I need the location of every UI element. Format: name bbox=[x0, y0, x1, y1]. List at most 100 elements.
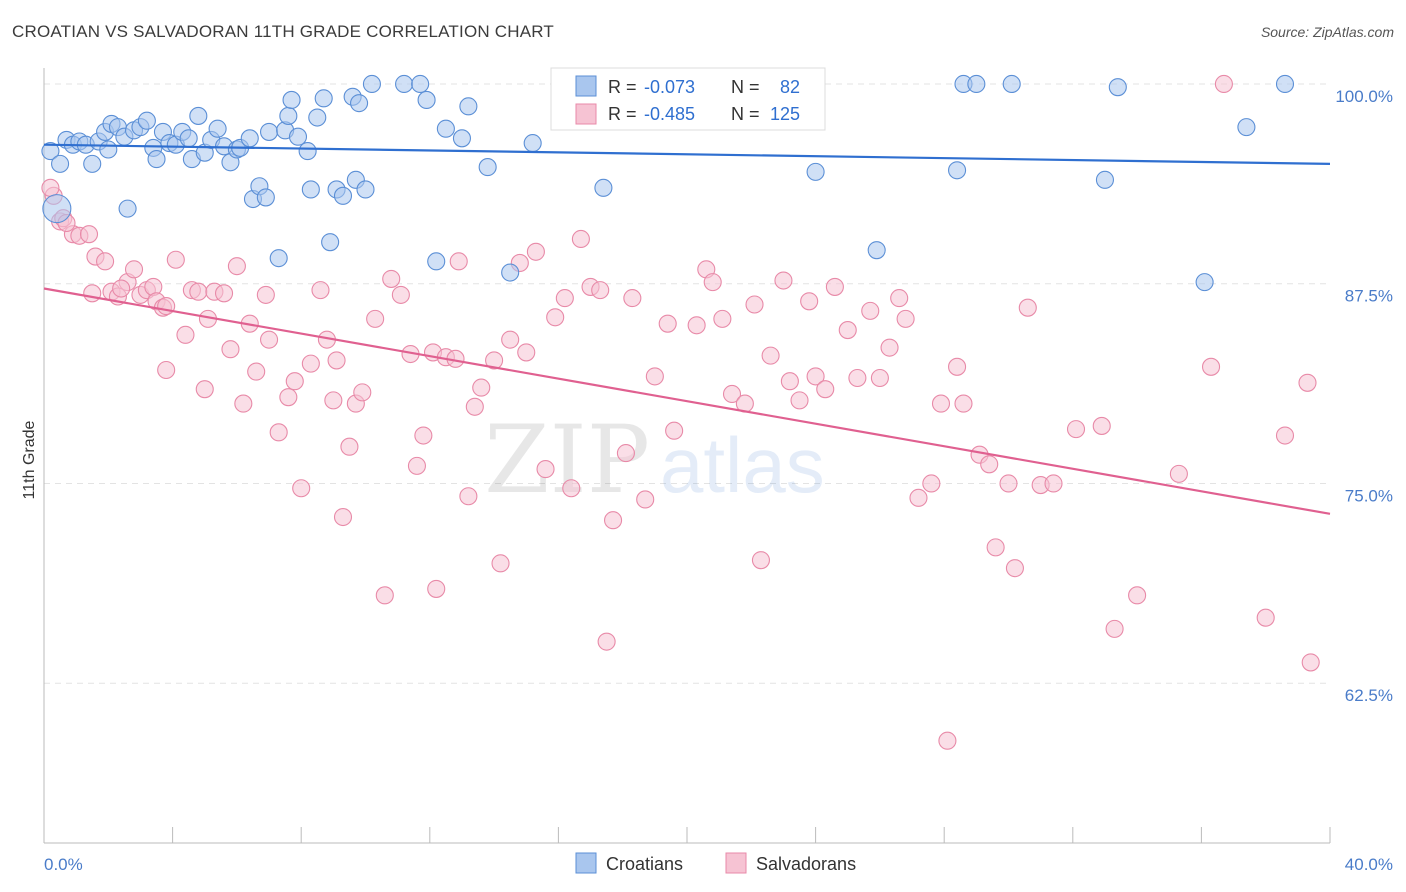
salvadoran-point bbox=[623, 289, 642, 308]
salvadoran-point bbox=[1275, 426, 1295, 445]
salvadoran-point bbox=[292, 479, 311, 498]
salvadoran-point bbox=[604, 511, 623, 530]
y-tick-label-0: 62.5% bbox=[1345, 686, 1393, 705]
croatian-point bbox=[362, 74, 381, 94]
croatian-point bbox=[308, 108, 327, 127]
croatian-point bbox=[1275, 74, 1295, 94]
salvadoran-point bbox=[234, 394, 253, 413]
salvadoran-point bbox=[838, 321, 857, 340]
y-tick-label-2: 87.5% bbox=[1345, 287, 1393, 306]
salvadoran-point bbox=[353, 383, 372, 402]
salvadoran-point bbox=[1128, 586, 1147, 605]
salvadoran-point bbox=[324, 391, 343, 410]
salvadoran-point bbox=[896, 309, 915, 328]
salvadoran-point bbox=[96, 252, 115, 271]
salvadoran-trend-line bbox=[43, 287, 1331, 515]
croatian-point bbox=[41, 142, 60, 161]
salvadoran-point bbox=[658, 314, 677, 333]
salvadoran-point bbox=[1301, 653, 1320, 672]
croatian-point bbox=[269, 249, 288, 268]
salvadoran-point bbox=[562, 479, 581, 498]
salvadoran-point bbox=[980, 455, 999, 474]
salvadoran-point bbox=[247, 362, 266, 381]
salvadoran-point bbox=[636, 490, 655, 509]
salvadoran-point bbox=[761, 346, 780, 365]
bottom-legend-croatians: Croatians bbox=[606, 854, 683, 874]
legend-swatch-croatians bbox=[575, 75, 597, 97]
croatian-point bbox=[314, 89, 333, 108]
salvadoran-point bbox=[713, 309, 732, 328]
salvadoran-point bbox=[366, 309, 385, 328]
source-note: Source: ZipAtlas.com bbox=[1260, 24, 1394, 40]
croatian-point bbox=[350, 94, 369, 113]
salvadoran-point bbox=[269, 423, 288, 442]
legend-n-value-2: 125 bbox=[770, 104, 800, 124]
salvadoran-point bbox=[870, 368, 889, 388]
salvadoran-point bbox=[1066, 420, 1086, 439]
legend-n-value-1: 82 bbox=[780, 77, 800, 97]
tick-labels: 62.5% 75.0% 87.5% 100.0% 0.0% 40.0% bbox=[44, 87, 1393, 874]
salvadoran-point bbox=[327, 351, 346, 370]
croatian-point bbox=[427, 252, 446, 271]
y-axis-title: 11th Grade bbox=[21, 420, 38, 499]
legend-n-label-2: N = bbox=[731, 104, 760, 124]
croatian-point bbox=[282, 90, 301, 110]
y-tick-label-3: 100.0% bbox=[1335, 87, 1393, 106]
croatian-point bbox=[83, 154, 102, 173]
croatian-point bbox=[288, 127, 308, 146]
croatian-point bbox=[179, 129, 198, 148]
salvadoran-point bbox=[555, 289, 574, 308]
salvadoran-point bbox=[909, 488, 928, 507]
salvadoran-point bbox=[407, 456, 426, 475]
salvadoran-point bbox=[645, 367, 664, 386]
legend-r-value-1: -0.073 bbox=[644, 77, 695, 97]
croatian-point bbox=[523, 134, 542, 153]
salvadoran-point bbox=[825, 277, 844, 296]
salvadoran-point bbox=[986, 538, 1005, 557]
croatian-point bbox=[256, 188, 275, 207]
salvadoran-point bbox=[472, 378, 491, 397]
salvadoran-point bbox=[1018, 298, 1037, 317]
legend-box: R = -0.073 N = 82 R = -0.485 N = 125 bbox=[550, 67, 826, 131]
salvadoran-point bbox=[790, 391, 809, 410]
salvadoran-point bbox=[948, 357, 967, 376]
croatian-point bbox=[321, 233, 340, 252]
bottom-legend-swatch-salvadorans bbox=[725, 852, 747, 874]
y-tick-label-1: 75.0% bbox=[1345, 486, 1393, 505]
salvadoran-point bbox=[571, 229, 590, 249]
salvadoran-point bbox=[79, 225, 99, 244]
salvadoran-point bbox=[1044, 474, 1063, 493]
salvadoran-point bbox=[166, 250, 185, 269]
salvadoran-point bbox=[333, 507, 353, 527]
legend-n-label-1: N = bbox=[731, 77, 760, 97]
legend-swatch-salvadorans bbox=[575, 103, 597, 125]
croatian-point bbox=[279, 106, 298, 125]
croatian-point bbox=[301, 180, 320, 199]
salvadoran-point bbox=[340, 437, 359, 456]
salvadoran-point bbox=[526, 242, 545, 261]
croatian-point bbox=[478, 158, 497, 177]
salvadoran-point bbox=[954, 394, 973, 413]
trend-lines bbox=[43, 143, 1331, 515]
salvadoran-point bbox=[861, 301, 880, 320]
salvadoran-point bbox=[751, 551, 770, 570]
croatian-point bbox=[1002, 74, 1021, 94]
salvadoran-point bbox=[597, 632, 616, 651]
salvadoran-point bbox=[459, 487, 478, 506]
salvadoran-point bbox=[491, 554, 510, 573]
croatian-point bbox=[417, 90, 436, 110]
croatian-point bbox=[1195, 273, 1214, 292]
salvadoran-point bbox=[124, 260, 144, 279]
watermark: ZIP atlas bbox=[484, 406, 824, 515]
croatian-point bbox=[806, 162, 825, 181]
watermark-atlas: atlas bbox=[660, 421, 825, 509]
salvadoran-point bbox=[427, 579, 446, 598]
croatian-point bbox=[1095, 170, 1114, 189]
salvadoran-point bbox=[301, 354, 320, 373]
croatian-point bbox=[501, 263, 520, 282]
salvadoran-point bbox=[189, 282, 208, 301]
croatian-point bbox=[459, 97, 478, 116]
salvadoran-point bbox=[880, 338, 899, 357]
salvadoran-point bbox=[501, 330, 520, 349]
salvadoran-point bbox=[382, 269, 401, 288]
